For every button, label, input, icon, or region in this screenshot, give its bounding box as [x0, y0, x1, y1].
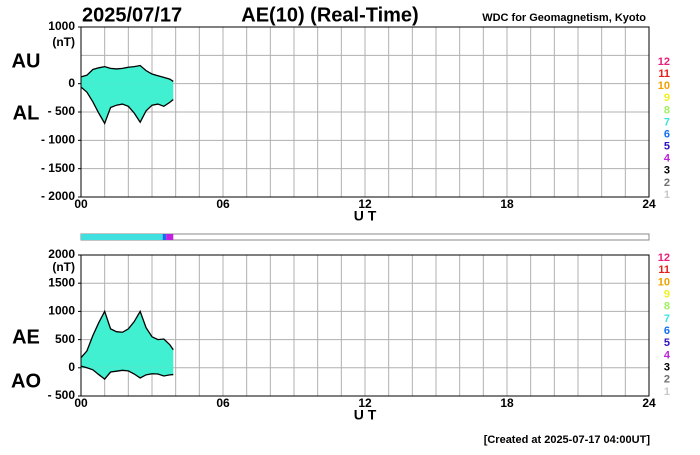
area [81, 366, 174, 380]
x-tick-label: 24 [642, 197, 656, 211]
x-tick-label: 12 [358, 197, 372, 211]
title: AE(10) (Real-Time) [241, 4, 418, 26]
y-tick-label: - 1000 [41, 133, 75, 147]
station-count: 4 [664, 349, 671, 361]
x-tick-label: 24 [642, 396, 656, 410]
station-count: 8 [664, 104, 670, 116]
station-count: 10 [658, 276, 670, 288]
x-tick-label: 06 [216, 396, 230, 410]
line [80, 64, 174, 82]
station-count: 2 [664, 374, 670, 386]
source: WDC for Geomagnetism, Kyoto [482, 12, 646, 24]
y-tick-label: 1000 [48, 304, 75, 318]
station-count: 11 [658, 264, 670, 276]
station-count: 9 [664, 288, 670, 300]
y-tick-label: - 2000 [41, 189, 75, 203]
footer: [Created at 2025-07-17 04:00UT] [484, 434, 651, 446]
coverage-segment [162, 234, 167, 240]
y-tick-label: 0 [68, 76, 75, 90]
area [81, 65, 174, 84]
station-count: 12 [658, 252, 670, 264]
series-name: AO [11, 370, 41, 392]
station-count: 5 [664, 141, 670, 153]
station-count: 8 [664, 301, 670, 313]
station-count: 3 [664, 165, 670, 177]
y-tick-label: 0 [68, 360, 75, 374]
x-tick-label: 18 [500, 197, 514, 211]
station-count: 10 [658, 80, 670, 92]
station-count: 6 [664, 325, 670, 337]
line [80, 365, 174, 380]
y-unit: (nT) [52, 260, 75, 274]
station-count: 7 [664, 313, 670, 325]
series-name: AU [12, 50, 41, 72]
line [80, 86, 174, 125]
y-tick-label: - 500 [48, 104, 76, 118]
y-tick-label: 1500 [48, 275, 75, 289]
station-count: 1 [664, 189, 670, 201]
coverage-segment [166, 234, 174, 240]
x-tick-label: 18 [500, 396, 514, 410]
x-tick-label: 00 [74, 396, 88, 410]
station-count: 1 [664, 386, 670, 398]
station-count: 3 [664, 362, 670, 374]
y-tick-label: - 500 [48, 388, 76, 402]
y-tick-label: 500 [55, 332, 75, 346]
station-count: 6 [664, 128, 670, 140]
y-tick-label: - 1500 [41, 161, 75, 175]
coverage-segment [81, 234, 163, 240]
series-name: AE [12, 326, 40, 348]
station-count: 9 [664, 92, 670, 104]
station-count: 5 [664, 337, 670, 349]
x-label: U T [354, 407, 377, 423]
date: 2025/07/17 [82, 4, 182, 26]
y-tick-label: 1000 [48, 19, 75, 33]
line [80, 309, 174, 359]
plot-frame [80, 254, 650, 397]
y-unit: (nT) [52, 35, 75, 49]
station-count: 7 [664, 116, 670, 128]
station-count: 4 [664, 153, 671, 165]
x-tick-label: 00 [74, 197, 88, 211]
x-label: U T [354, 208, 377, 224]
y-tick-label: 2000 [48, 247, 75, 261]
x-tick-label: 12 [358, 396, 372, 410]
station-count: 12 [658, 56, 670, 68]
area [81, 83, 174, 124]
station-count: 11 [658, 68, 670, 80]
series-name: AL [13, 102, 40, 124]
area [81, 311, 174, 368]
station-count: 2 [664, 177, 670, 189]
x-tick-label: 06 [216, 197, 230, 211]
